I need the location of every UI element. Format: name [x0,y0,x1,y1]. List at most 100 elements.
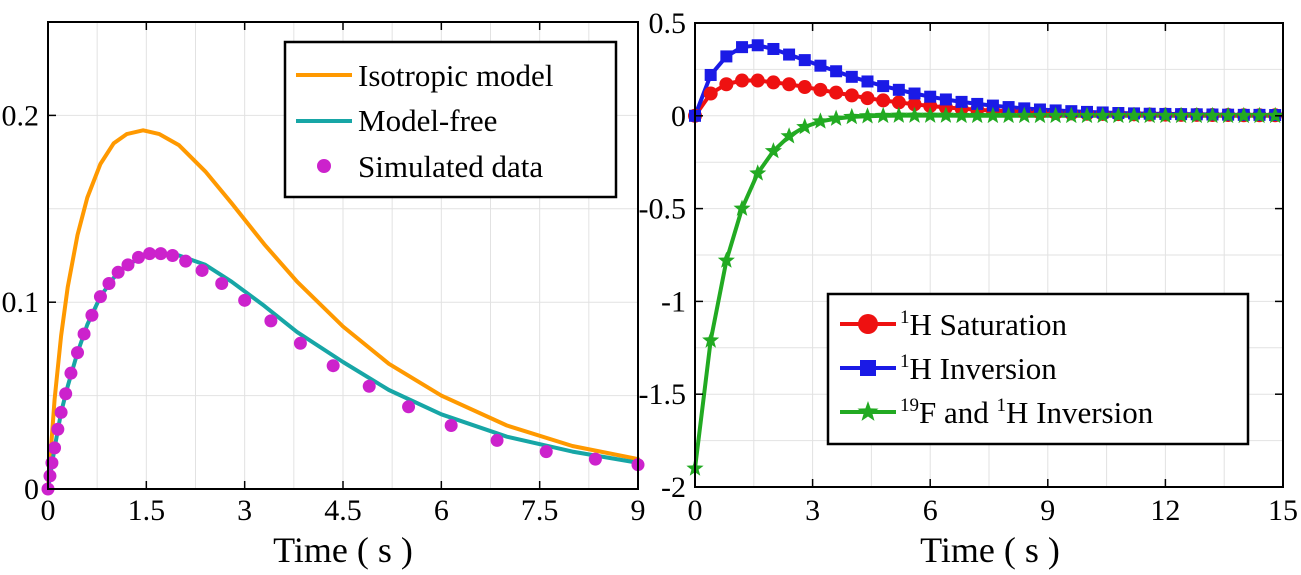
f-h-inversion-point [764,142,782,159]
f-h-inversion-point [827,109,845,126]
simulated-data-point [131,250,145,264]
simulated-data-point [111,265,125,279]
f-h-inversion-point [874,106,892,124]
left-ytick-label: 0.1 [2,286,40,319]
right-ytick-label: -1.5 [639,378,687,411]
f-h-inversion-point [921,106,939,123]
left-xtick-label: 9 [631,494,646,527]
right-xtick-label: 0 [688,494,703,527]
f-h-inversion-point [1156,106,1174,124]
inversion-point [751,39,764,52]
left-chart: 0 1.5 3 4.5 6 7.5 9 0 0.1 0.2 Time ( s ) Isotropi… [2,21,646,570]
legend-label-saturation: 1H Saturation [900,307,1068,342]
f-h-inversion-point [717,251,735,268]
saturation-point [735,73,750,88]
legend-saturation-main: H Saturation [910,307,1068,342]
f-h-inversion-point [1015,106,1033,124]
simulated-data-point [490,433,504,447]
f-h-inversion-point [1141,106,1159,124]
legend-saturation-sup: 1 [900,307,910,328]
right-legend-box [826,292,1250,446]
f-h-inversion-point [843,107,861,125]
f-h-inversion-point [1250,106,1268,124]
left-x-axis-label: Time ( s ) [273,530,413,570]
right-xtick-label: 6 [923,494,938,527]
right-xtick-label: 15 [1268,494,1298,527]
inversion-point [783,48,796,61]
f-h-inversion-point [1235,106,1253,124]
inversion-point [861,75,874,88]
simulated-data-point [539,445,553,459]
f-h-inversion-point [1125,106,1143,124]
inversion-point [814,59,827,72]
simulated-data-point [54,405,68,419]
isotropic-model-line [46,128,640,491]
right-ticks: 0 3 6 9 12 15 0.5 0 -0.5 -1 -1.5 -2 [639,7,1299,527]
simulated-data-point [51,422,65,436]
f-h-inversion-point [796,117,814,135]
legend-label-simulated: Simulated data [358,149,543,184]
saturation-point [860,91,875,106]
simulated-data-point [59,387,73,401]
legend-label-model-free: Model-free [358,103,497,138]
saturation-point [703,86,718,101]
legend-fh-mid: F and [919,395,997,430]
f-h-inversion-point [1203,106,1221,124]
f-h-inversion-point [1109,106,1127,124]
legend-swatch-saturation-marker [858,314,878,334]
left-xtick-label: 6 [434,494,449,527]
left-ytick-label: 0 [24,473,39,506]
f-h-inversion-point [811,112,829,129]
simulated-data-point [293,336,307,350]
right-xtick-label: 12 [1150,494,1180,527]
f-h-inversion-point [1266,106,1284,124]
simulated-data-point [77,327,91,341]
simulated-data-point [102,277,116,291]
right-axes-box [694,22,1284,488]
right-ytick-label: -2 [661,471,686,504]
f-h-inversion-point [890,106,908,123]
f-h-inversion-point [1078,106,1096,124]
left-legend: Isotropic model Model-free Simulated dat… [283,40,618,199]
left-xtick-label: 4.5 [324,494,362,527]
right-chart: 0 3 6 9 12 150.50-0.5-1-1.5-2 Time ( s ) 1H S… [639,7,1299,570]
f-h-inversion-point [733,199,751,216]
f-h-inversion-point [953,106,971,124]
saturation-point [844,88,859,103]
inversion-point [798,54,811,67]
inversion-point [877,80,890,93]
legend-label-isotropic: Isotropic model [358,58,553,93]
right-series [686,39,1284,476]
left-ytick-label: 0.2 [2,99,40,132]
f-h-inversion-point [937,106,955,123]
right-xtick-label: 9 [1040,494,1055,527]
saturation-point [719,77,734,92]
inversion-point [986,99,999,112]
saturation-point [766,75,781,90]
simulated-data-point [71,346,84,360]
simulated-data-point [264,314,278,328]
f-h-inversion-point [1219,106,1237,124]
f-h-inversion-point [1062,106,1080,124]
simulated-data-point [588,452,602,466]
right-ytick-label: 0.5 [649,7,687,40]
simulated-data-point [64,366,78,380]
left-xtick-label: 3 [237,494,252,527]
right-legend: 1H Saturation 1H Inversion 19F and 1H In… [826,292,1250,446]
simulated-data-point [121,258,135,272]
simulated-data-point [154,247,168,261]
f-h-inversion-point [1000,106,1018,124]
right-ytick-label: -0.5 [639,193,687,226]
f-h-inversion-point [906,106,924,123]
simulated-data-point [93,290,107,304]
simulated-data-point [362,379,376,393]
saturation-point [907,97,922,112]
legend-label-inversion: 1H Inversion [900,351,1057,386]
simulated-data-point [444,418,458,432]
right-ytick-label: -1 [661,285,686,318]
f-h-inversion-point [1172,106,1190,124]
inversion-point [908,87,921,100]
legend-inversion-sup: 1 [900,351,910,372]
f-h-inversion-point [858,107,876,124]
